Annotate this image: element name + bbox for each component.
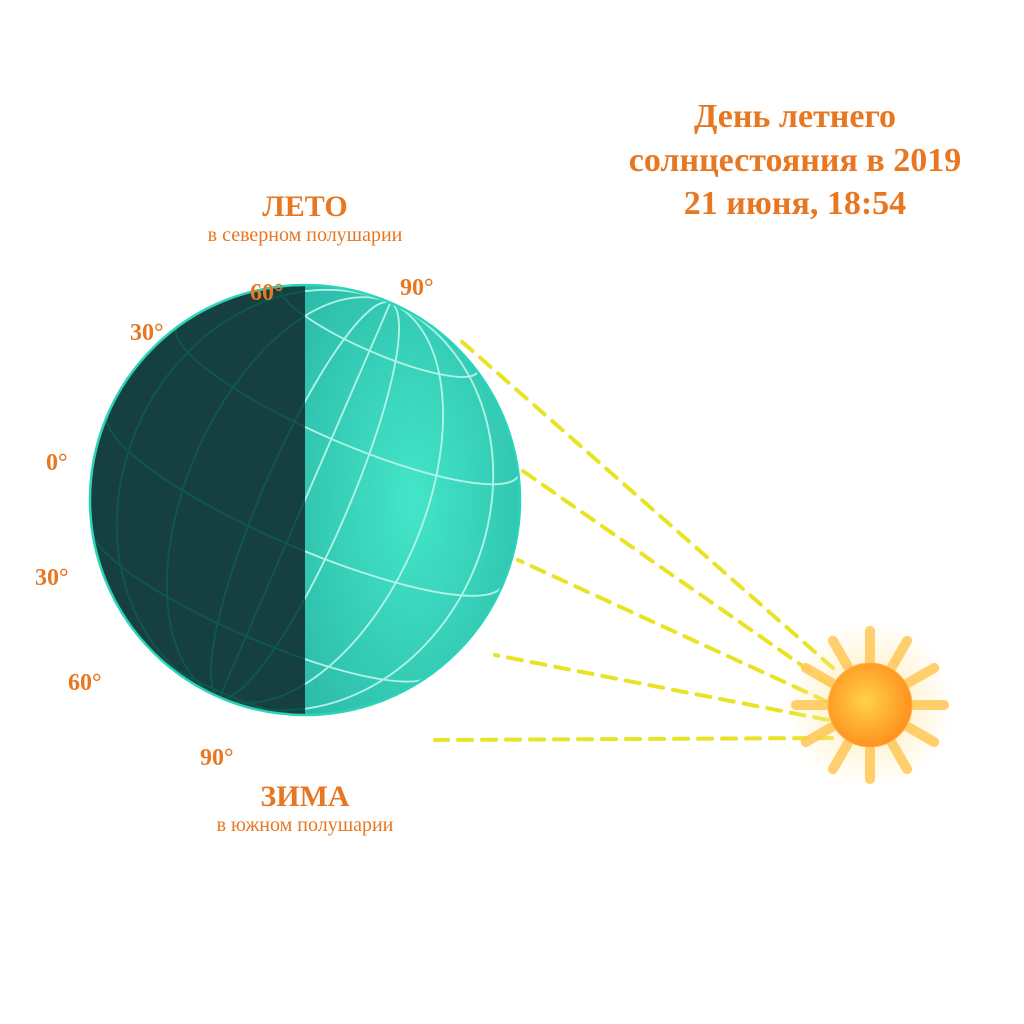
latitude-label-2: 30° (130, 320, 164, 347)
sun-ray-line-4 (435, 738, 832, 740)
title-line-0: День летнего (580, 95, 1010, 139)
title-line-1: солнцестояния в 2019 (580, 139, 1010, 183)
summer-label: ЛЕТОв северном полушарии (145, 190, 465, 247)
title-line-2: 21 июня, 18:54 (580, 182, 1010, 226)
latitude-label-0: 90° (400, 275, 434, 302)
latitude-label-5: 60° (68, 670, 102, 697)
latitude-label-3: 0° (46, 450, 68, 477)
winter-label-main: ЗИМА (145, 780, 465, 814)
latitude-label-1: 60° (250, 280, 284, 307)
summer-label-sub: в северном полушарии (145, 224, 465, 247)
sun-ray-line-3 (495, 655, 828, 720)
sun-ray-line-2 (518, 560, 828, 702)
sun-ray-line-1 (500, 455, 830, 685)
sun-icon (828, 663, 912, 747)
diagram-stage: День летнегосолнцестояния в 201921 июня,… (0, 0, 1024, 1024)
title-block: День летнегосолнцестояния в 201921 июня,… (580, 95, 1010, 226)
winter-label-sub: в южном полушарии (145, 814, 465, 837)
latitude-label-4: 30° (35, 565, 69, 592)
winter-label: ЗИМАв южном полушарии (145, 780, 465, 837)
summer-label-main: ЛЕТО (145, 190, 465, 224)
latitude-label-6: 90° (200, 745, 234, 772)
